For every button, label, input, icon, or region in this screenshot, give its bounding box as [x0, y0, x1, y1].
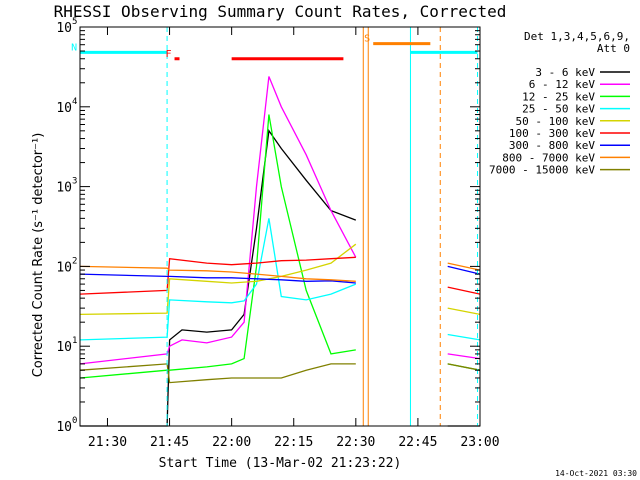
legend-label-1: 6 - 12 keV: [529, 78, 596, 91]
series-line-post-gap-3: [447, 307, 481, 316]
legend-label-3: 25 - 50 keV: [522, 103, 595, 116]
y-tick-label-1: 10: [56, 340, 72, 355]
series-line-1: [80, 76, 357, 365]
y-tick-exp-3: 3: [72, 177, 77, 187]
flag-label-2: S: [364, 34, 370, 45]
flag-label-0: N: [71, 42, 77, 53]
plot-frame: [79, 26, 481, 427]
series-line-2: [80, 114, 356, 379]
series-line-post-gap-2: [447, 286, 481, 295]
chart-title: RHESSI Observing Summary Count Rates, Co…: [54, 2, 507, 21]
x-tick-label-1: 21:45: [150, 435, 189, 450]
legend-label-0: 3 - 6 keV: [535, 66, 595, 79]
y-tick-label-4: 10: [56, 101, 72, 116]
legend-label-7: 800 - 7000 keV: [502, 151, 595, 164]
x-tick-label-2: 22:00: [212, 435, 251, 450]
y-axis-label: Corrected Count Rate (s⁻¹ detector⁻¹): [31, 133, 46, 378]
x-tick-label-0: 21:30: [88, 435, 127, 450]
flag-label-3: F: [165, 49, 171, 60]
y-tick-label-0: 10: [56, 420, 72, 435]
legend-label-2: 12 - 25 keV: [522, 90, 595, 103]
y-tick-label-5: 10: [56, 21, 72, 36]
y-tick-exp-5: 5: [72, 17, 77, 27]
y-tick-exp-4: 4: [72, 97, 77, 107]
series-line-post-gap-7: [447, 363, 481, 371]
series-line-7: [80, 265, 356, 282]
x-tick-label-5: 22:45: [398, 435, 437, 450]
legend-label-4: 50 - 100 keV: [516, 115, 596, 128]
x-tick-label-4: 22:30: [336, 435, 375, 450]
y-tick-label-2: 10: [56, 260, 72, 275]
series-line-post-gap-5: [447, 353, 481, 360]
series-line-4: [80, 243, 357, 316]
series-line-3: [80, 218, 357, 341]
legend-header-line1: Det 1,3,4,5,6,9,: [524, 30, 630, 43]
legend-label-5: 100 - 300 keV: [509, 127, 595, 140]
series-line-0: [80, 129, 357, 427]
x-tick-label-6: 23:00: [460, 435, 499, 450]
legend-label-6: 300 - 800 keV: [509, 139, 595, 152]
series-line-post-gap-0: [447, 262, 481, 271]
series-line-6: [80, 273, 356, 284]
y-tick-exp-2: 2: [72, 256, 77, 266]
y-tick-exp-0: 0: [72, 416, 77, 426]
legend-label-8: 7000 - 15000 keV: [489, 164, 595, 177]
y-tick-label-3: 10: [56, 181, 72, 196]
y-tick-exp-1: 1: [72, 336, 77, 346]
x-tick-label-3: 22:15: [274, 435, 313, 450]
legend-header-line2: Att 0: [597, 42, 630, 55]
series-line-5: [80, 256, 356, 295]
x-axis-label: Start Time (13-Mar-02 21:23:22): [159, 456, 402, 471]
series-line-post-gap-1: [447, 265, 481, 275]
footer-timestamp: 14-Oct-2021 03:30: [555, 469, 637, 478]
series-line-8: [80, 363, 356, 384]
series-line-post-gap-4: [447, 333, 481, 341]
